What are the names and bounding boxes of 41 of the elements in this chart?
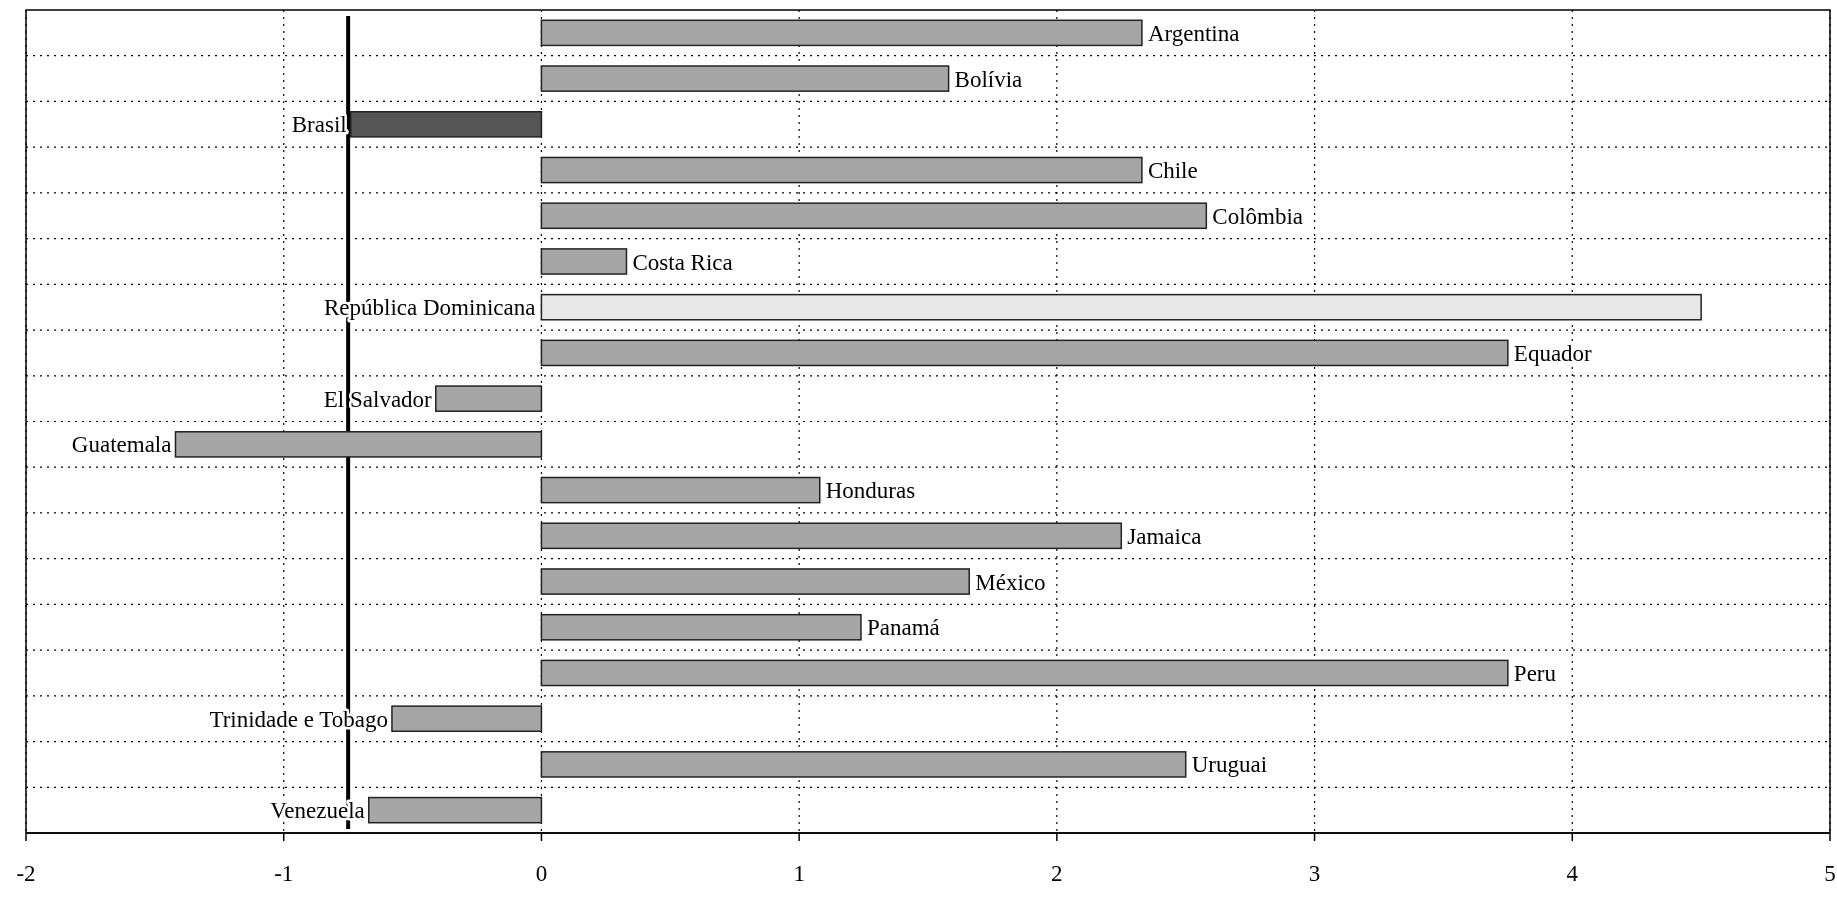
y-tick-label: México [975,569,1046,595]
y-tick-label: Peru [1513,661,1557,687]
y-tick-label: Argentina [1147,20,1240,46]
bar [540,293,1702,321]
bar [540,751,1187,778]
y-tick-label: Panamá [866,615,940,641]
y-tick-label: Equador [1513,340,1593,366]
bar [174,431,543,458]
y-tick-label: Uruguai [1191,752,1268,778]
y-tick-label: Brasil [291,112,347,138]
bar [540,476,821,504]
bar [435,385,543,412]
y-tick-label: Bolívia [954,66,1023,92]
bar [349,110,543,138]
bar [540,65,950,92]
y-tick-label: Colômbia [1212,203,1304,229]
bar [540,522,1123,550]
y-tick-label: Guatemala [71,432,172,458]
x-tick-label: -2 [16,861,36,886]
bar [540,568,970,595]
y-tick-label: Chile [1147,158,1198,184]
bar [391,705,543,733]
x-tick-label: 4 [1566,861,1579,886]
bar [540,339,1509,367]
y-tick-label: Jamaica [1127,523,1202,549]
x-tick-label: -1 [274,861,294,886]
x-tick-label: 3 [1308,861,1321,886]
x-tick-label: 5 [1824,861,1836,886]
bar [540,613,862,641]
x-tick-label: 1 [793,861,805,886]
y-tick-label: Honduras [825,478,916,504]
bar [540,659,1509,687]
y-tick-label: El Salvador [323,386,433,412]
x-tick-label: 0 [535,861,548,886]
bar [368,796,543,824]
bar [540,156,1143,184]
y-tick-label: Costa Rica [632,249,733,275]
bar [540,202,1208,230]
bar [540,19,1143,47]
bar [540,248,628,275]
x-tick-label: 2 [1051,861,1063,886]
